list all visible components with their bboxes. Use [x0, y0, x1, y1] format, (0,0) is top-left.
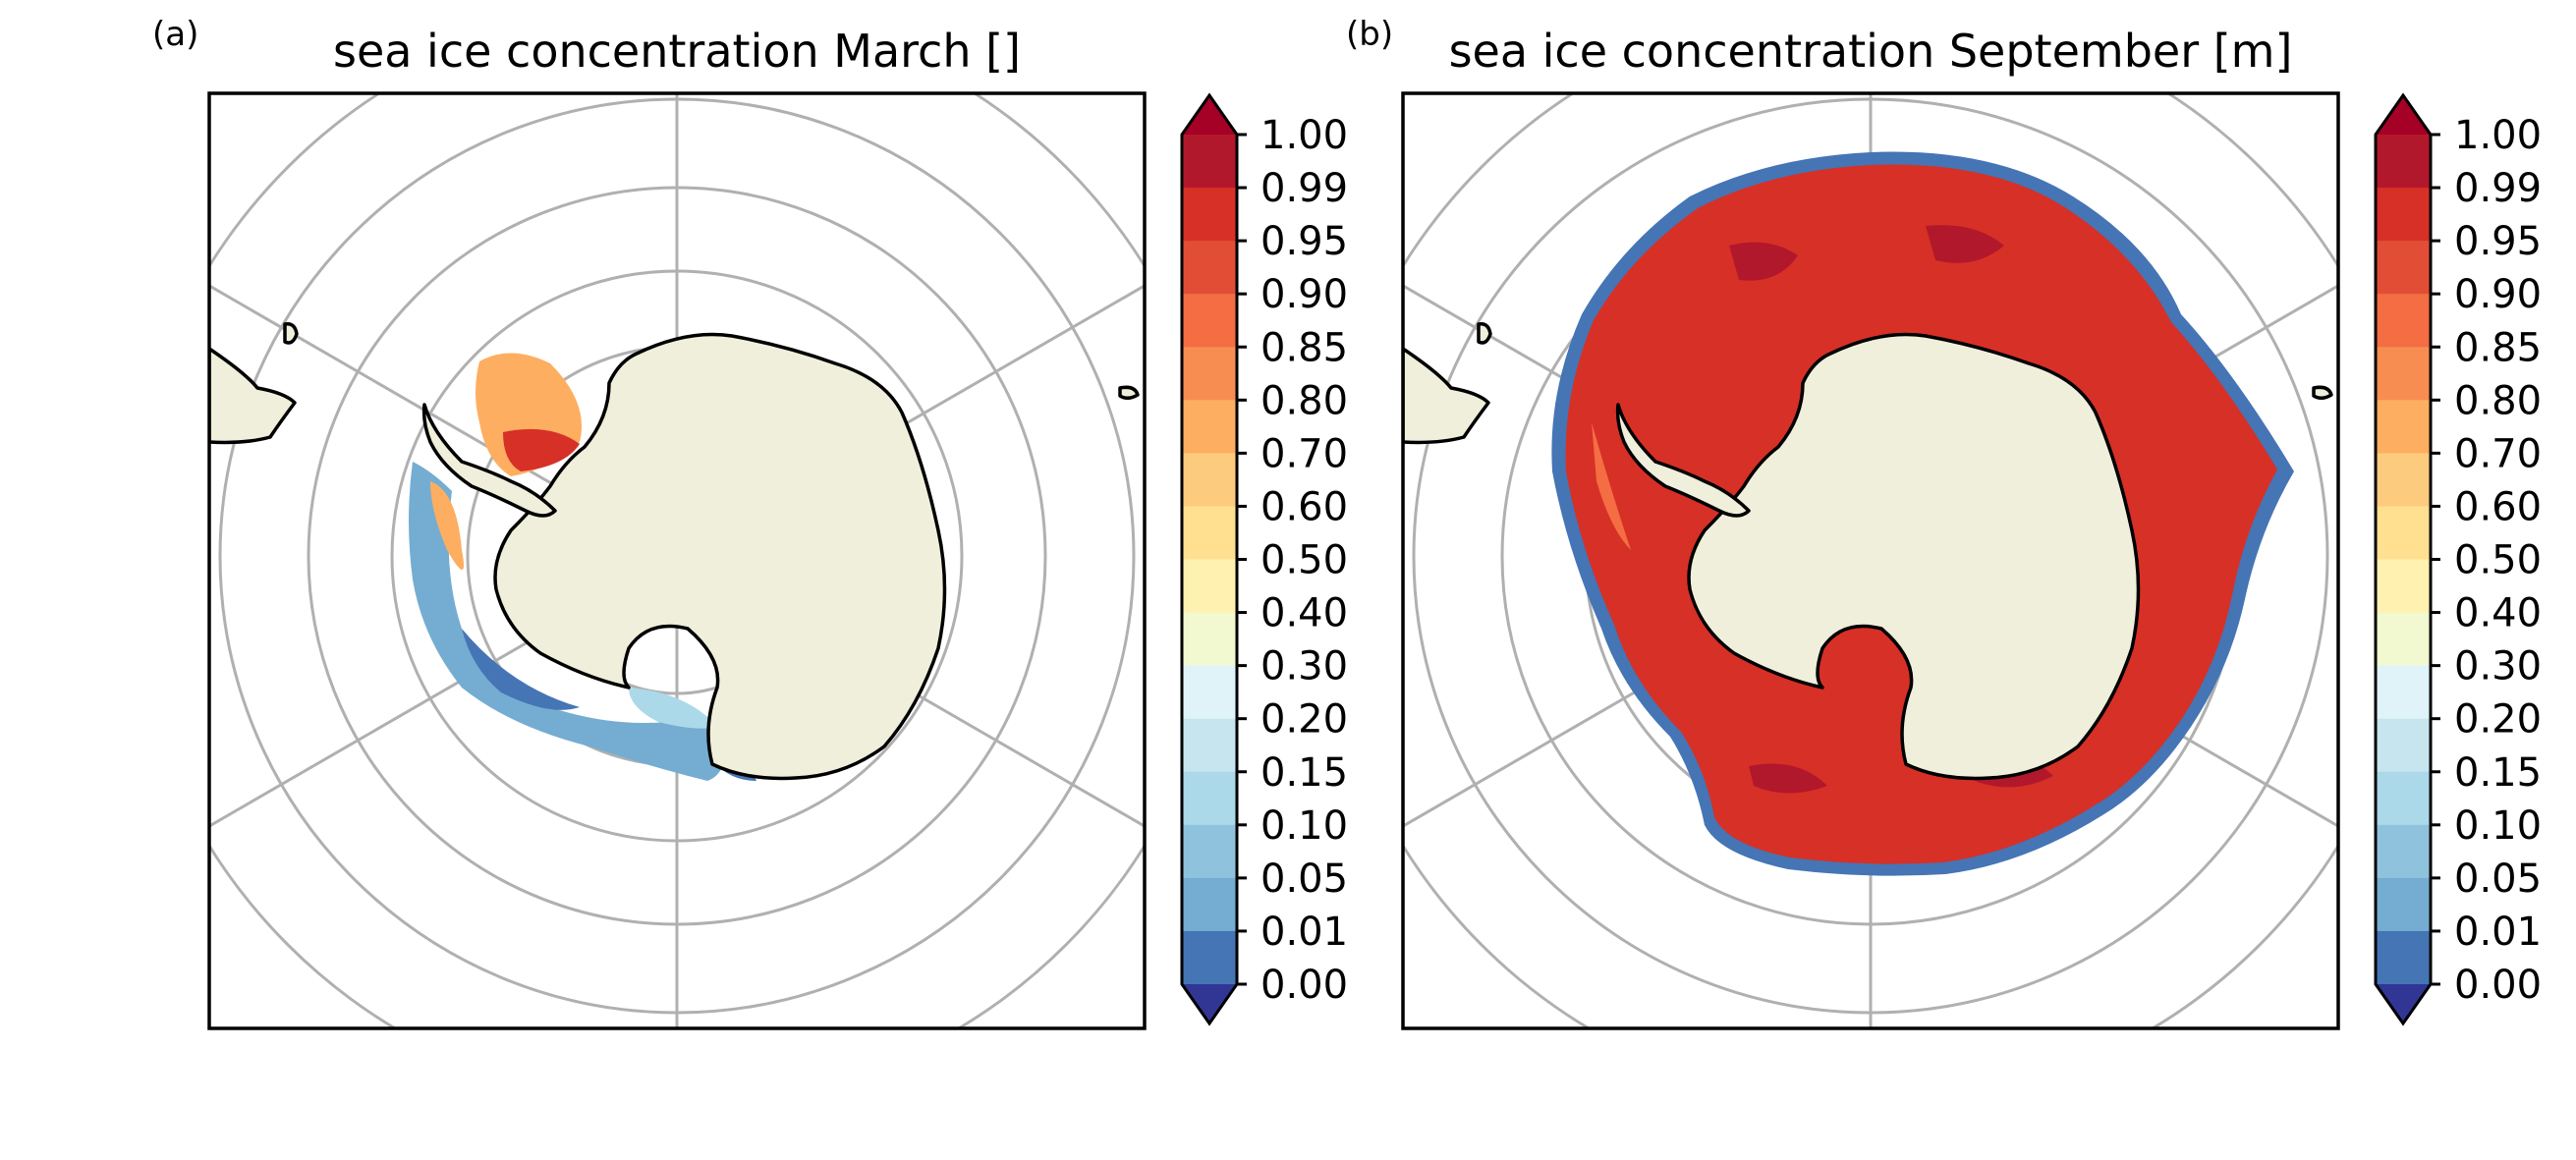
colorbar-a-segment [1182, 771, 1237, 826]
panel-a-peninsula [421, 403, 557, 518]
colorbar-a-segment [1182, 347, 1237, 401]
panel-b-island-1 [1477, 321, 1492, 345]
colorbar-b-tick-label: 0.10 [2454, 803, 2542, 849]
colorbar-b-segment [2376, 665, 2431, 720]
colorbar-a: 1.00 0.99 0.95 0.90 0.85 0.80 0.70 0.60 0.50 0.40… [1180, 92, 1348, 1026]
colorbar-a-segment [1182, 188, 1237, 242]
colorbar-a-segment [1182, 294, 1237, 348]
colorbar-b: 1.00 0.99 0.95 0.90 0.85 0.80 0.70 0.60 0.50 0.40… [2374, 92, 2542, 1026]
panel-b-map [1403, 93, 2338, 1028]
colorbar-b-tick-label: 1.00 [2454, 113, 2542, 158]
colorbar-b-tick-label: 0.05 [2454, 856, 2542, 902]
colorbar-b-segment [2376, 241, 2431, 295]
colorbar-b-tick-label: 0.80 [2454, 378, 2542, 423]
colorbar-a-tick-label: 0.50 [1260, 538, 1348, 583]
colorbar-b-tick-label: 0.95 [2454, 219, 2542, 264]
colorbar-b-segment [2376, 718, 2431, 773]
colorbar-a-over-extension [1182, 95, 1237, 135]
colorbar-a-tick-label: 0.80 [1260, 378, 1348, 423]
colorbar-b-tick-label: 0.00 [2454, 963, 2542, 1008]
panel-b-title: sea ice concentration September [m] [1449, 25, 2293, 78]
panel-a-island-1 [283, 321, 299, 345]
colorbar-a-segment [1182, 453, 1237, 507]
panel-a-title: sea ice concentration March [] [333, 25, 1021, 78]
panel-b: (b) sea ice concentration September [m] [1346, 15, 2340, 1030]
colorbar-b-over-extension [2376, 95, 2431, 135]
colorbar-b-segment [2376, 506, 2431, 560]
colorbar-a-segment [1182, 824, 1237, 879]
colorbar-a-tick-label: 0.85 [1260, 325, 1348, 370]
colorbar-a-segment [1182, 400, 1237, 454]
panel-b-frame [1401, 91, 2340, 1030]
colorbar-b-segment [2376, 188, 2431, 242]
colorbar-b-segment [2376, 771, 2431, 826]
colorbar-a-tick-label: 0.99 [1260, 166, 1348, 211]
colorbar-a-tick-label: 0.05 [1260, 856, 1348, 902]
colorbar-b-segment [2376, 824, 2431, 879]
panel-b-island-2 [2312, 385, 2333, 400]
colorbar-a-tick-label: 0.00 [1260, 963, 1348, 1008]
colorbar-a-tick-label: 0.90 [1260, 272, 1348, 317]
colorbar-b-tick-label: 0.70 [2454, 431, 2542, 476]
panel-b-land [1403, 321, 2333, 781]
panel-b-south-america [1403, 347, 1490, 445]
colorbar-b-segment [2376, 294, 2431, 348]
colorbar-b-tick-label: 0.40 [2454, 591, 2542, 636]
panel-a-frame [207, 91, 1147, 1030]
colorbar-b-tick-label: 0.90 [2454, 272, 2542, 317]
colorbar-a-segment [1182, 665, 1237, 720]
colorbar-b-tick-label: 0.60 [2454, 484, 2542, 529]
colorbar-a-tick-label: 0.15 [1260, 750, 1348, 796]
colorbar-b-tick-label: 0.85 [2454, 325, 2542, 370]
colorbar-a-tick-label: 0.30 [1260, 644, 1348, 690]
colorbar-a-segment [1182, 612, 1237, 667]
colorbar-b-segment [2376, 347, 2431, 401]
colorbar-b-segment [2376, 453, 2431, 507]
panel-a-map [209, 93, 1145, 1028]
colorbar-a-tick-label: 0.20 [1260, 697, 1348, 743]
colorbar-a-tick-label: 0.40 [1260, 591, 1348, 636]
colorbar-b-segment [2376, 559, 2431, 614]
panel-b-letter: (b) [1346, 15, 1393, 54]
colorbar-b-segment [2376, 612, 2431, 667]
colorbar-a-segment [1182, 877, 1237, 932]
colorbar-b-tick-label: 0.50 [2454, 538, 2542, 583]
colorbar-a-tick-label: 0.95 [1260, 219, 1348, 264]
panel-a-island-2 [1118, 385, 1140, 400]
panel-a-south-america [209, 347, 297, 445]
colorbar-a-under-extension [1182, 984, 1237, 1023]
panel-b-peninsula [1615, 403, 1751, 518]
colorbar-b-tick-label: 0.01 [2454, 910, 2542, 955]
colorbar-a-segment [1182, 559, 1237, 614]
colorbar-b-under-extension [2376, 984, 2431, 1023]
colorbar-a-segment [1182, 506, 1237, 560]
colorbar-b-tick-label: 0.99 [2454, 166, 2542, 211]
colorbar-a-tick-label: 1.00 [1260, 113, 1348, 158]
panel-a-letter: (a) [152, 15, 198, 54]
colorbar-b-segment [2376, 135, 2431, 189]
colorbar-a-tick-label: 0.70 [1260, 431, 1348, 476]
colorbar-b-tick-label: 0.15 [2454, 750, 2542, 796]
colorbar-a-tick-label: 0.60 [1260, 484, 1348, 529]
colorbar-a-segment [1182, 718, 1237, 773]
colorbar-a-segment [1182, 930, 1237, 985]
panel-a: (a) sea ice concentration March [] [152, 15, 1147, 1030]
colorbar-a-segment [1182, 241, 1237, 295]
colorbar-a-tick-label: 0.10 [1260, 803, 1348, 849]
colorbar-a-tick-label: 0.01 [1260, 910, 1348, 955]
panel-a-land [209, 321, 1140, 781]
colorbar-b-segment [2376, 877, 2431, 932]
colorbar-b-tick-label: 0.20 [2454, 697, 2542, 743]
colorbar-b-segment [2376, 400, 2431, 454]
colorbar-a-segment [1182, 135, 1237, 189]
colorbar-b-tick-label: 0.30 [2454, 644, 2542, 690]
colorbar-b-segment [2376, 930, 2431, 985]
